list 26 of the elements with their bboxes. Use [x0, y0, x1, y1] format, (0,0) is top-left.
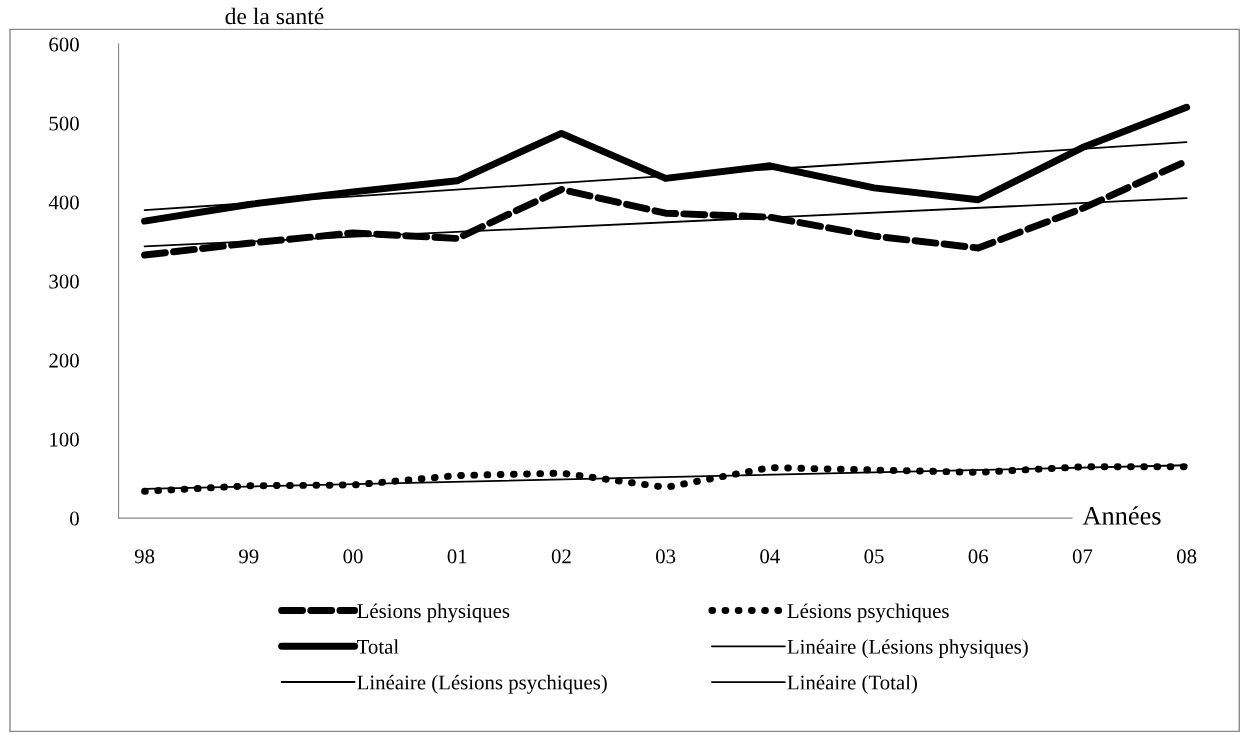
legend-label: Total [357, 639, 399, 654]
legend-label: Lésions psychiques [787, 603, 949, 623]
x-tick-label: 05 [864, 549, 884, 564]
legend-label: Linéaire (Lésions physiques) [787, 639, 1028, 659]
x-tick-label: 01 [447, 549, 467, 564]
y-tick-label: 400 [48, 195, 79, 210]
x-tick-label: 06 [968, 549, 989, 564]
x-axis-title: Années [1082, 506, 1161, 525]
legend-label: Lésions physiques [357, 603, 510, 623]
y-tick-label: 0 [70, 511, 79, 526]
x-tick-label: 07 [1072, 549, 1093, 564]
x-tick-label: 99 [239, 549, 259, 564]
legend-label: Linéaire (Total) [787, 674, 917, 694]
x-tick-label: 02 [551, 549, 571, 564]
x-tick-label: 03 [656, 549, 676, 564]
x-tick-label: 08 [1177, 549, 1197, 564]
y-tick-label: 100 [50, 432, 79, 447]
x-tick-label: 98 [134, 549, 155, 564]
y-tick-label: 200 [49, 353, 79, 368]
y-tick-label: 500 [49, 116, 79, 131]
y-tick-label: 300 [49, 274, 79, 289]
y-tick-label: 600 [49, 37, 79, 52]
legend-label: Linéaire (Lésions psychiques) [357, 674, 607, 694]
chart-title: de la santé [225, 7, 324, 25]
x-tick-label: 00 [343, 549, 363, 564]
x-tick-label: 04 [760, 549, 780, 564]
